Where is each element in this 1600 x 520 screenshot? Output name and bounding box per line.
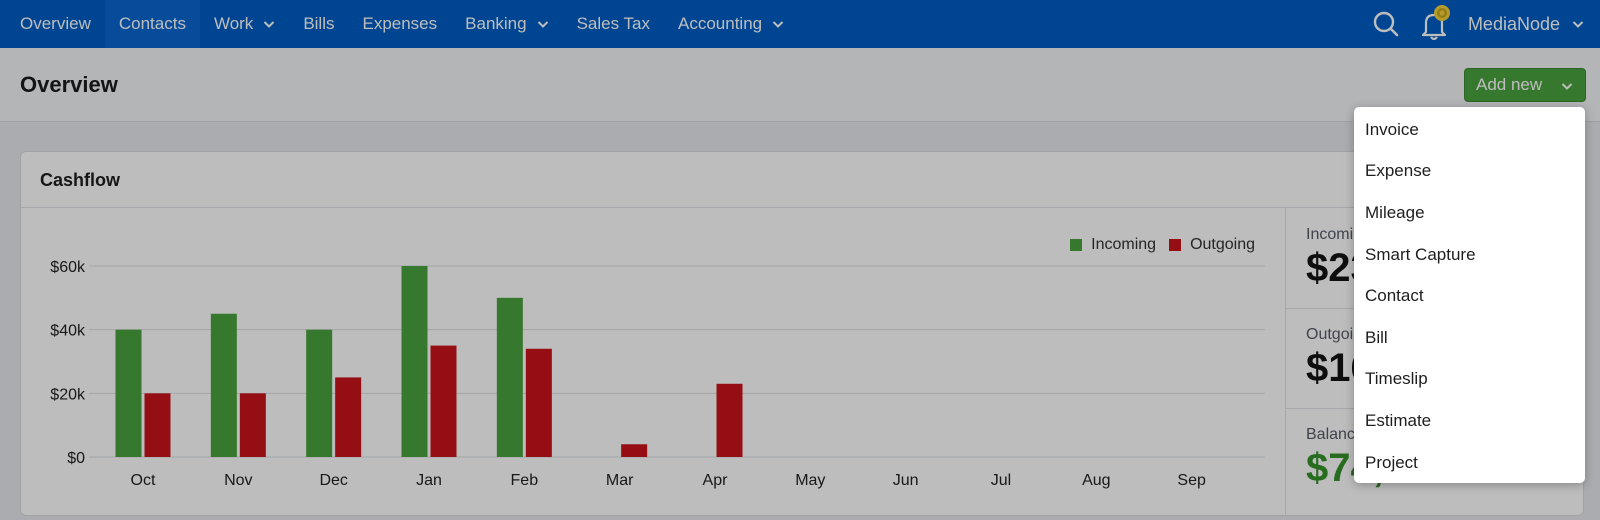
menu-item-bill[interactable]: Bill: [1356, 316, 1581, 359]
bar-outgoing-mar: [621, 444, 648, 457]
search-icon[interactable]: [1362, 0, 1410, 48]
stat-label: Balance: [1306, 426, 1364, 443]
menu-item-invoice[interactable]: Invoice: [1365, 119, 1419, 139]
chart-legend: Incoming Outgoing: [1057, 236, 1255, 254]
x-tick-label: Dec: [319, 472, 347, 489]
nav-item-accounting[interactable]: Accounting: [664, 0, 798, 48]
page-header: Overview: [0, 48, 1600, 122]
chevron-down-icon: [1572, 21, 1584, 28]
nav-item-label: Sales Tax: [576, 14, 650, 33]
menu-item-mileage[interactable]: Mileage: [1365, 202, 1425, 222]
nav-item-banking[interactable]: Banking: [451, 0, 562, 48]
legend-outgoing: Outgoing: [1169, 236, 1255, 254]
divider: [1285, 208, 1286, 516]
chart-svg: $0 $20k $40k $60k Oct Nov Dec Jan Feb Mar Apr May Ju…: [50, 259, 1265, 489]
nav-item-label: Contacts: [118, 14, 186, 33]
x-tick-label: Jan: [416, 472, 442, 489]
add-new-button[interactable]: Add new: [1464, 68, 1586, 102]
bar-incoming-dec: [306, 329, 333, 457]
x-tick-label: Oct: [131, 472, 156, 489]
x-tick-label: Sep: [1177, 472, 1206, 489]
nav-items: Overview Contacts Work Bills Expenses Banking…: [0, 0, 798, 48]
top-nav: Overview Contacts Work Bills Expenses Banking…: [0, 0, 1600, 48]
bar-incoming-nov: [210, 313, 237, 457]
bar-outgoing-nov: [239, 393, 266, 457]
x-tick-label: Jun: [893, 472, 919, 489]
nav-item-expenses[interactable]: Expenses: [348, 0, 451, 48]
menu-item-timeslip[interactable]: Timeslip: [1365, 369, 1428, 389]
x-tick-label: Aug: [1082, 472, 1110, 489]
nav-item-label: Bills: [303, 14, 335, 33]
notification-bell-icon[interactable]: [1410, 0, 1458, 48]
legend-swatch-incoming: [1070, 239, 1083, 251]
x-tick-label: Nov: [224, 472, 252, 489]
account-menu[interactable]: MediaNode: [1458, 14, 1600, 35]
x-tick-label: Apr: [703, 472, 729, 489]
bar-outgoing-apr: [716, 383, 743, 457]
nav-item-overview[interactable]: Overview: [6, 0, 105, 48]
add-new-dropdown: Invoice Expense Mileage Smart Capture Contac…: [1354, 107, 1585, 483]
bar-outgoing-jan: [430, 345, 457, 457]
bar-outgoing-oct: [144, 393, 171, 457]
menu-item-contact[interactable]: Contact: [1365, 286, 1424, 306]
x-tick-label: May: [795, 472, 825, 489]
nav-item-label: Overview: [20, 14, 91, 33]
chevron-down-icon: [1561, 83, 1573, 90]
legend-incoming: Incoming: [1070, 236, 1156, 254]
y-tick-label: $40k: [50, 323, 86, 340]
menu-item-estimate[interactable]: Estimate: [1365, 410, 1432, 430]
add-new-label: Add new: [1476, 75, 1543, 94]
chevron-down-icon: [772, 21, 784, 28]
nav-item-label: Expenses: [362, 14, 438, 33]
nav-item-bills[interactable]: Bills: [289, 0, 348, 48]
bar-incoming-oct: [115, 329, 142, 457]
card-title: Cashflow: [40, 170, 121, 190]
x-tick-label: Jul: [991, 472, 1011, 489]
nav-item-label: Work: [213, 14, 254, 33]
legend-label-incoming: Incoming: [1091, 236, 1157, 253]
menu-item-expense[interactable]: Expense: [1365, 161, 1432, 181]
x-tick-label: Mar: [606, 472, 634, 489]
menu-item-project[interactable]: Project: [1365, 452, 1418, 472]
cashflow-card: Cashflow Incoming Outgoing $0 $20k $40k $60…: [20, 151, 1584, 516]
nav-item-sales-tax[interactable]: Sales Tax: [563, 0, 664, 48]
account-name: MediaNode: [1467, 13, 1560, 34]
page-title: Overview: [20, 72, 118, 97]
cashflow-chart: Incoming Outgoing $0 $20k $40k $60k Oct Nov De…: [21, 208, 1285, 516]
y-tick-label: $20k: [50, 386, 86, 403]
bar-outgoing-feb: [525, 348, 552, 457]
bar-incoming-feb: [496, 297, 523, 457]
nav-item-label: Banking: [465, 14, 527, 33]
legend-swatch-outgoing: [1169, 239, 1182, 251]
chevron-down-icon: [537, 21, 548, 28]
nav-item-label: Accounting: [678, 14, 763, 33]
bar-incoming-jan: [401, 266, 428, 457]
nav-item-contacts[interactable]: Contacts: [104, 0, 200, 48]
x-tick-label: Feb: [511, 472, 539, 489]
y-tick-label: $0: [67, 450, 85, 467]
menu-item-smart-capture[interactable]: Smart Capture: [1365, 244, 1476, 264]
legend-label-outgoing: Outgoing: [1190, 236, 1255, 253]
divider: [21, 207, 1583, 208]
nav-right: MediaNode: [1362, 0, 1600, 48]
nav-item-work[interactable]: Work: [200, 0, 289, 48]
bar-outgoing-dec: [335, 377, 362, 457]
chevron-down-icon: [264, 21, 275, 28]
y-tick-label: $60k: [50, 259, 86, 276]
